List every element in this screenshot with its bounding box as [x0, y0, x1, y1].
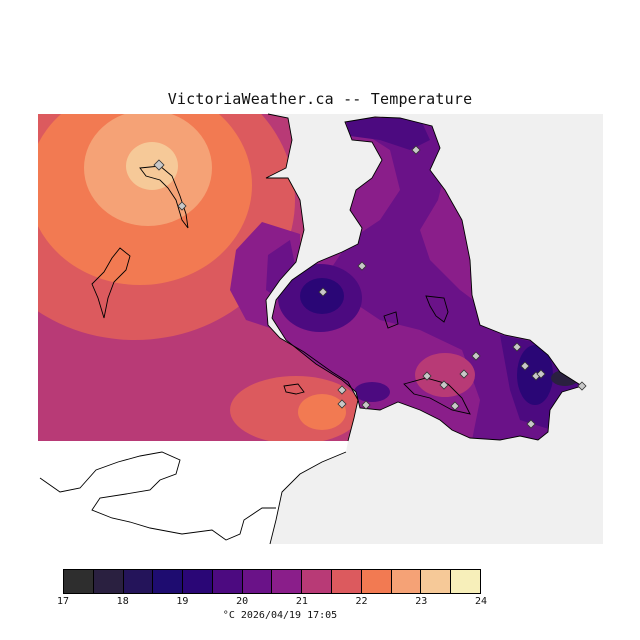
legend-swatch [302, 570, 333, 593]
station-marker [411, 145, 421, 155]
station-marker [153, 159, 165, 171]
station-marker [337, 399, 347, 409]
legend-swatch [421, 570, 452, 593]
legend-swatch [64, 570, 94, 593]
map-title: VictoriaWeather.ca -- Temperature [167, 90, 473, 108]
station-marker [520, 361, 530, 371]
coastlines [39, 113, 584, 545]
legend-swatch [451, 570, 480, 593]
weather-stations [153, 145, 587, 429]
legend-swatch [242, 570, 273, 593]
legend-tick-label: 18 [116, 596, 129, 607]
station-marker [439, 380, 449, 390]
station-marker [536, 369, 546, 379]
station-marker [361, 400, 371, 410]
legend-tick-label: 24 [474, 596, 488, 607]
legend-tick-label: 19 [176, 596, 189, 607]
legend-tick-label: 22 [355, 596, 368, 607]
station-marker [512, 342, 522, 352]
station-marker [422, 371, 432, 381]
color-legend [63, 569, 481, 596]
station-marker [450, 401, 460, 411]
legend-tick-label: 17 [56, 596, 70, 607]
station-marker [337, 385, 347, 395]
station-marker [526, 419, 536, 429]
station-marker [177, 201, 187, 211]
legend-color-bar [63, 569, 481, 594]
station-marker [459, 369, 469, 379]
station-marker [357, 261, 367, 271]
legend-swatch [212, 570, 243, 593]
water-area [38, 441, 348, 544]
map-timestamp: °C 2026/04/19 17:05 [222, 610, 338, 621]
legend-swatch [361, 570, 392, 593]
legend-swatch [153, 570, 184, 593]
legend-swatch [123, 570, 154, 593]
legend-swatch [93, 570, 124, 593]
legend-swatch [272, 570, 303, 593]
legend-tick-label: 21 [295, 596, 308, 607]
legend-swatch [391, 570, 422, 593]
legend-swatch [332, 570, 362, 593]
station-marker [471, 351, 481, 361]
legend-tick-label: 23 [415, 596, 428, 607]
station-marker [577, 381, 587, 391]
station-marker [318, 287, 328, 297]
legend-swatch [183, 570, 213, 593]
legend-tick-label: 20 [236, 596, 249, 607]
